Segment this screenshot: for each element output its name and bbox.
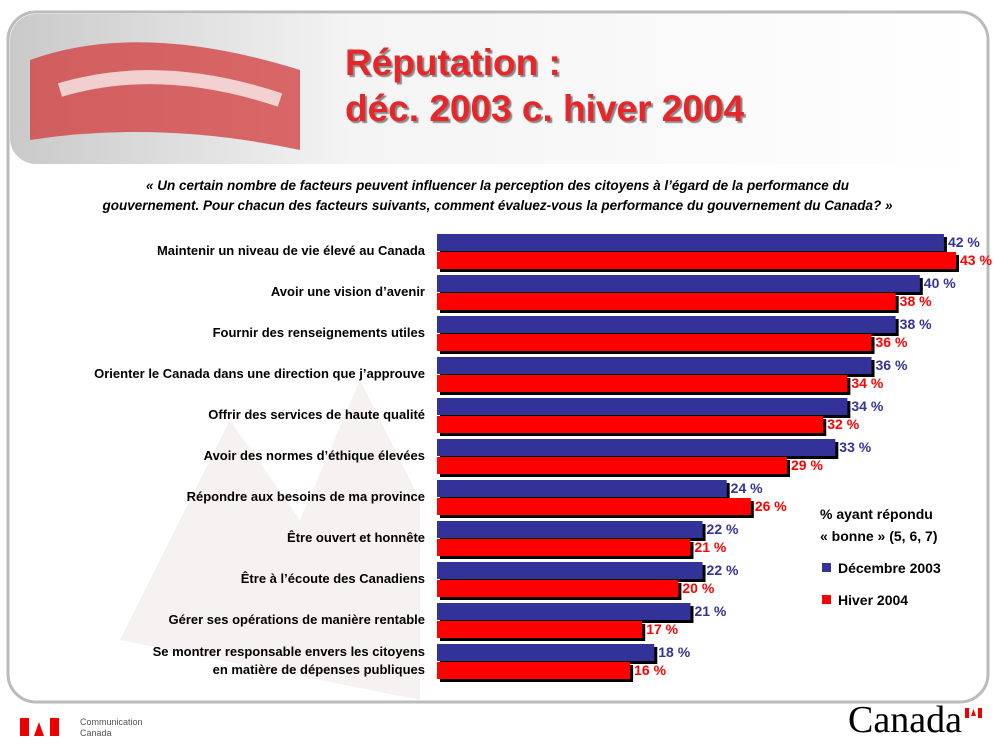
legend-swatch	[822, 595, 831, 604]
bar	[437, 603, 691, 620]
flag-bar	[50, 718, 59, 736]
bar	[437, 498, 751, 515]
bar	[437, 457, 788, 474]
value-label: 29 %	[791, 457, 823, 473]
bar	[437, 662, 631, 679]
value-label: 17 %	[646, 621, 679, 637]
category-label: Avoir une vision d’avenir	[270, 284, 425, 299]
legend-title: % ayant répondu « bonne » (5, 6, 7)	[820, 506, 938, 544]
leaf-watermark	[120, 380, 420, 700]
bar	[437, 398, 848, 415]
bar	[437, 416, 824, 433]
value-label: 21 %	[694, 539, 727, 555]
value-label: 36 %	[875, 334, 908, 350]
value-label: 38 %	[899, 316, 932, 332]
category-label: Maintenir un niveau de vie élevé au Cana…	[156, 243, 425, 258]
bar	[437, 357, 872, 374]
bar	[437, 293, 896, 310]
value-label: 18 %	[658, 644, 691, 660]
bar	[437, 521, 703, 538]
flag-leaf	[34, 722, 44, 736]
value-label: 38 %	[899, 293, 932, 309]
bar	[437, 480, 727, 497]
flag-bar	[965, 708, 969, 718]
category-label: Être ouvert et honnête	[287, 530, 425, 545]
category-label: Avoir des normes d’éthique élevées	[203, 448, 425, 463]
bar	[437, 252, 957, 269]
value-label: 40 %	[923, 275, 956, 291]
category-label: Fournir des renseignements utiles	[212, 325, 425, 340]
value-label: 36 %	[875, 357, 908, 373]
category-label: Gérer ses opérations de manière rentable	[168, 612, 426, 627]
value-label: 22 %	[706, 562, 739, 578]
bar	[437, 334, 872, 351]
bar	[437, 562, 703, 579]
legend-label: Hiver 2004	[838, 592, 909, 608]
flag-bar	[20, 718, 29, 736]
value-label: 21 %	[694, 603, 727, 619]
legend-swatch	[822, 563, 831, 572]
category-label: Orienter le Canada dans une direction qu…	[94, 366, 425, 381]
category-label: Se montrer responsable envers les citoye…	[152, 644, 425, 677]
bar	[437, 275, 920, 292]
value-label: 20 %	[682, 580, 715, 596]
chart-title: Réputation : déc. 2003 c. hiver 2004	[345, 42, 745, 129]
department: Communication Canada	[80, 717, 143, 738]
category-label: Être à l’écoute des Canadiens	[240, 571, 425, 586]
value-label: 24 %	[730, 480, 763, 496]
legend-label: Décembre 2003	[838, 560, 941, 576]
bar	[437, 580, 679, 597]
category-label: Répondre aux besoins de ma province	[186, 489, 425, 504]
value-label: 42 %	[947, 234, 980, 250]
value-label: 33 %	[839, 439, 872, 455]
flag-leaf	[971, 709, 976, 716]
flag-bar	[978, 708, 982, 718]
bar	[437, 439, 836, 456]
bar	[437, 644, 655, 661]
bar	[437, 234, 944, 251]
bar	[437, 316, 896, 333]
category-label: Offrir des services de haute qualité	[208, 407, 425, 422]
value-label: 22 %	[706, 521, 739, 537]
bar	[437, 539, 691, 556]
question: « Un certain nombre de facteurs peuvent …	[102, 178, 893, 213]
bar	[437, 375, 848, 392]
value-label: 26 %	[754, 498, 787, 514]
value-label: 34 %	[851, 375, 884, 391]
value-label: 34 %	[851, 398, 884, 414]
value-label: 16 %	[634, 662, 667, 678]
bar	[437, 621, 643, 638]
value-label: 43 %	[960, 252, 992, 268]
flag-fold	[57, 70, 283, 107]
wordmark: Canada	[848, 699, 962, 741]
value-label: 32 %	[827, 416, 860, 432]
flag-graphic	[30, 42, 300, 150]
